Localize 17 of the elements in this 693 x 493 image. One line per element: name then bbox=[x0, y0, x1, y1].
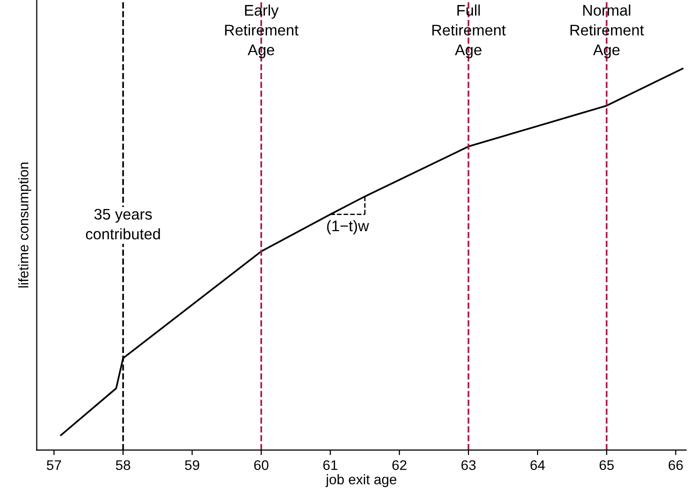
x-tick-label: 63 bbox=[461, 460, 476, 470]
x-tick-label: 60 bbox=[254, 460, 268, 470]
x-tick-label: 58 bbox=[116, 460, 130, 470]
x-tick-label: 59 bbox=[184, 460, 200, 470]
x-tick-label: 65 bbox=[600, 460, 614, 470]
x-tick-label: 66 bbox=[668, 460, 683, 470]
y-axis-title: lifetime consumption bbox=[18, 162, 32, 288]
ref-line-label: Early Retirement Age bbox=[225, 4, 298, 58]
annotation: (1−t)w bbox=[327, 220, 370, 234]
x-axis-title: job exit age bbox=[326, 474, 396, 488]
x-tick-label: 57 bbox=[46, 460, 62, 470]
x-tick-label: 64 bbox=[530, 460, 545, 470]
ref-line-label: Full Retirement Age bbox=[432, 4, 506, 58]
x-tick-label: 62 bbox=[392, 460, 406, 470]
x-tick-label: 61 bbox=[323, 460, 338, 470]
annotation: 35 years contributed bbox=[86, 208, 160, 240]
ref-line-label: Normal Retirement Age bbox=[570, 4, 644, 58]
